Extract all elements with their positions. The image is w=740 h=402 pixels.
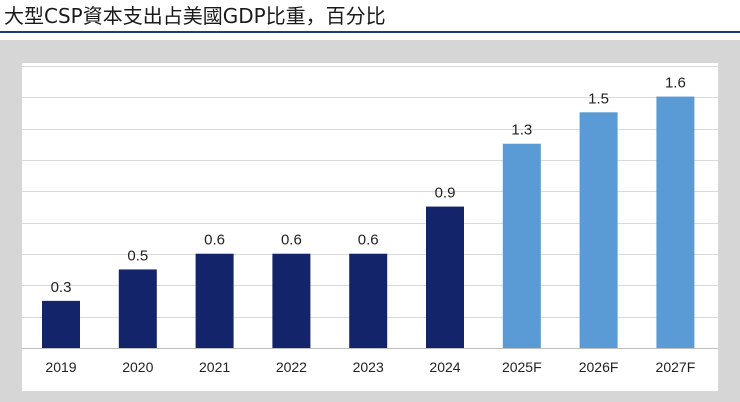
x-tick-2023: 2023	[353, 359, 384, 375]
x-tick-2024: 2024	[429, 359, 460, 375]
bar-2020	[118, 269, 157, 348]
data-label-2021: 0.6	[204, 232, 225, 249]
bar-2019	[42, 300, 80, 348]
data-label-2020: 0.5	[127, 247, 148, 264]
x-tick-2020: 2020	[122, 359, 153, 375]
bar-2024	[426, 206, 464, 348]
data-label-2022: 0.6	[281, 232, 302, 249]
x-tick-2021: 2021	[199, 359, 230, 375]
x-tick-2027f: 2027F	[656, 359, 696, 375]
x-tick-2026f: 2026F	[579, 359, 619, 375]
bar-2021	[195, 253, 234, 348]
bar-2023	[349, 253, 388, 348]
x-tick-2022: 2022	[276, 359, 307, 375]
data-label-2024: 0.9	[435, 185, 456, 202]
data-label-2023: 0.6	[358, 232, 379, 249]
x-tick-2019: 2019	[45, 359, 76, 375]
title-underline	[0, 31, 740, 33]
x-tick-2025f: 2025F	[502, 359, 542, 375]
chart-title: 大型CSP資本支出占美國GDP比重，百分比	[4, 4, 386, 28]
data-label-2019: 0.3	[51, 279, 72, 296]
data-label-2025f: 1.3	[511, 122, 532, 139]
data-label-2026f: 1.5	[588, 90, 609, 107]
bar-2027f	[656, 96, 695, 348]
bar-2025f	[502, 143, 541, 348]
bar-2026f	[579, 112, 618, 349]
bar-2022	[272, 253, 311, 348]
data-label-2027f: 1.6	[665, 75, 686, 92]
